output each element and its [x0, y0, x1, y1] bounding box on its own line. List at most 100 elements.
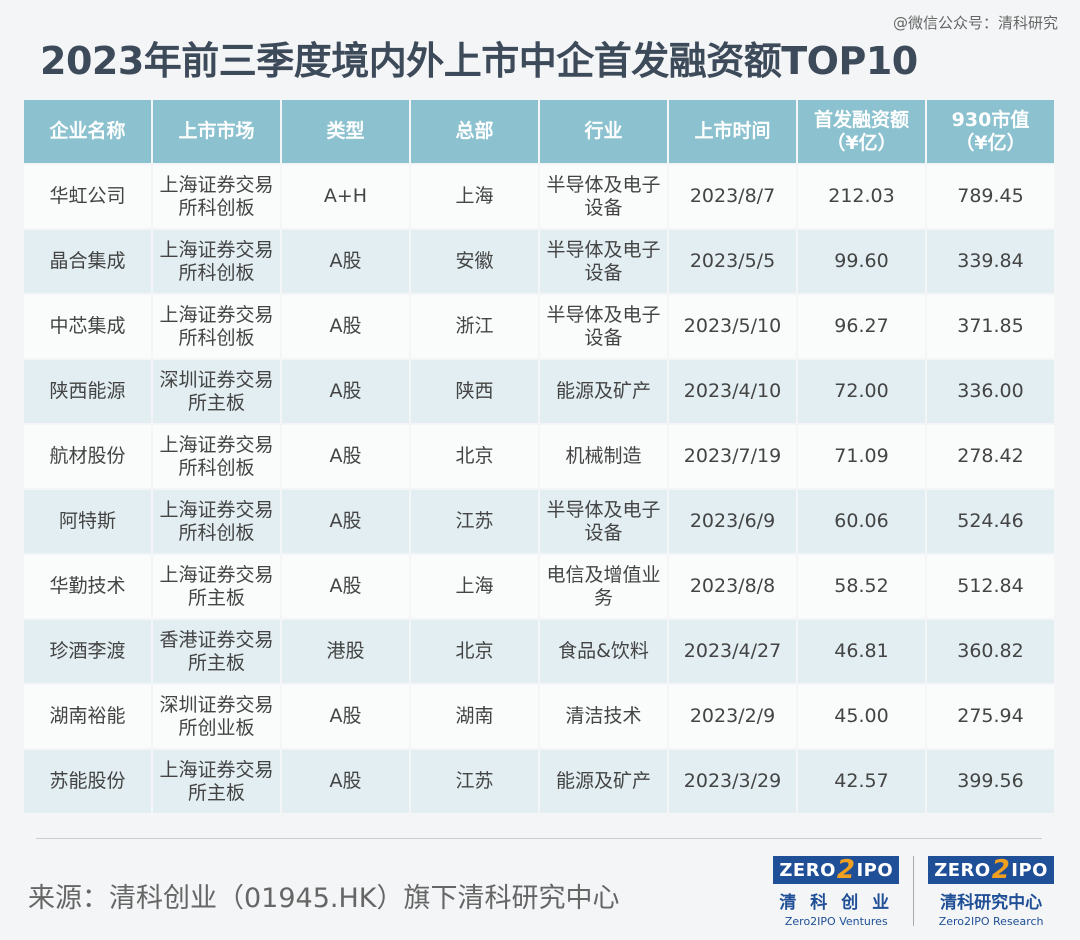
table-cell: 371.85 [927, 295, 1054, 358]
table-cell: 上海证券交易 所科创板 [153, 165, 280, 228]
table-cell: 336.00 [927, 360, 1054, 423]
column-header: 行业 [540, 100, 667, 163]
logo-text-left: ZERO [934, 859, 991, 881]
table-cell: 99.60 [798, 230, 925, 293]
table-cell: 399.56 [927, 750, 1054, 813]
column-header: 上市市场 [153, 100, 280, 163]
table-body: 华虹公司 上海证券交易 所科创板 A+H 上海 半导体及电子 设备 2023/8/7 212.0… [24, 165, 1054, 813]
table-cell: 能源及矿产 [540, 750, 667, 813]
table-cell: 2023/4/10 [669, 360, 796, 423]
table-row: 中芯集成 上海证券交易 所科创板 A股 浙江 半导体及电子 设备 2023/5/10 96.27… [24, 295, 1054, 358]
table-cell: 清洁技术 [540, 685, 667, 748]
table-cell: 2023/6/9 [669, 490, 796, 553]
table-cell: 上海证券交易 所主板 [153, 750, 280, 813]
table-cell: 2023/7/19 [669, 425, 796, 488]
table-cell: 上海 [411, 555, 538, 618]
table-cell: 58.52 [798, 555, 925, 618]
table-cell: 华虹公司 [24, 165, 151, 228]
table-row: 苏能股份 上海证券交易 所主板 A股 江苏 能源及矿产 2023/3/29 42.57 399.… [24, 750, 1054, 813]
logo-cn-name: 清 科 创 业 [779, 893, 894, 913]
table-cell: 2023/5/10 [669, 295, 796, 358]
table-cell: 阿特斯 [24, 490, 151, 553]
table-cell: 96.27 [798, 295, 925, 358]
table-row: 晶合集成 上海证券交易 所科创板 A股 安徽 半导体及电子 设备 2023/5/5 99.60 3… [24, 230, 1054, 293]
column-header: 930市值 （¥亿） [927, 100, 1054, 163]
table-cell: 789.45 [927, 165, 1054, 228]
table-cell: 2023/5/5 [669, 230, 796, 293]
table-cell: 2023/8/7 [669, 165, 796, 228]
table-cell: 珍酒李渡 [24, 620, 151, 683]
logo-mark: ZERO 2 IPO [928, 855, 1054, 885]
table-cell: 食品&饮料 [540, 620, 667, 683]
logo-text-right: IPO [1011, 859, 1048, 881]
table-cell: 湖南裕能 [24, 685, 151, 748]
table-cell: 278.42 [927, 425, 1054, 488]
table-cell: 北京 [411, 620, 538, 683]
table-cell: 212.03 [798, 165, 925, 228]
column-header: 企业名称 [24, 100, 151, 163]
table-cell: A股 [282, 750, 409, 813]
column-header: 类型 [282, 100, 409, 163]
table-cell: 2023/4/27 [669, 620, 796, 683]
table-cell: 港股 [282, 620, 409, 683]
table-cell: 晶合集成 [24, 230, 151, 293]
table-cell: 安徽 [411, 230, 538, 293]
table-row: 珍酒李渡 香港证券交易 所主板 港股 北京 食品&饮料 2023/4/27 46.81 360.… [24, 620, 1054, 683]
zero2ipo-ventures-logo: ZERO 2 IPO 清 科 创 业 Zero2IPO Ventures [773, 855, 900, 928]
logo-text-right: IPO [856, 859, 894, 881]
table-cell: 524.46 [927, 490, 1054, 553]
table-cell: 江苏 [411, 750, 538, 813]
column-header: 总部 [411, 100, 538, 163]
table-header-row: 企业名称 上市市场 类型 总部 行业 上市时间 首发融资额 （¥亿） 930市值 （¥亿） [24, 100, 1054, 163]
table-cell: 深圳证券交易 所主板 [153, 360, 280, 423]
table-row: 阿特斯 上海证券交易 所科创板 A股 江苏 半导体及电子 设备 2023/6/9 60.06 52… [24, 490, 1054, 553]
table-cell: A股 [282, 555, 409, 618]
logo-cn-name: 清科研究中心 [940, 893, 1043, 913]
divider [36, 838, 1042, 839]
table-cell: 71.09 [798, 425, 925, 488]
table-cell: 北京 [411, 425, 538, 488]
table-cell: 2023/3/29 [669, 750, 796, 813]
table-cell: A股 [282, 425, 409, 488]
table-cell: 苏能股份 [24, 750, 151, 813]
logo-en-name: Zero2IPO Ventures [784, 915, 888, 928]
table-row: 华勤技术 上海证券交易 所主板 A股 上海 电信及增值业务 2023/8/8 58.52 512… [24, 555, 1054, 618]
table-row: 陕西能源 深圳证券交易 所主板 A股 陕西 能源及矿产 2023/4/10 72.00 336.… [24, 360, 1054, 423]
table-cell: 360.82 [927, 620, 1054, 683]
table-cell: 上海证券交易 所科创板 [153, 490, 280, 553]
table-cell: 上海 [411, 165, 538, 228]
table-cell: 2023/8/8 [669, 555, 796, 618]
table-cell: 浙江 [411, 295, 538, 358]
table-cell: 江苏 [411, 490, 538, 553]
table-cell: 上海证券交易 所科创板 [153, 425, 280, 488]
zero2ipo-research-logo: ZERO 2 IPO 清科研究中心 Zero2IPO Research [928, 855, 1054, 928]
table-cell: 45.00 [798, 685, 925, 748]
table-cell: 华勤技术 [24, 555, 151, 618]
table-cell: 陕西能源 [24, 360, 151, 423]
table-cell: A股 [282, 230, 409, 293]
logo-mark: ZERO 2 IPO [773, 855, 900, 885]
table-cell: A+H [282, 165, 409, 228]
table-cell: 能源及矿产 [540, 360, 667, 423]
logo-text-mid: 2 [836, 855, 856, 885]
logo-text-mid: 2 [991, 855, 1011, 885]
logo-text-left: ZERO [779, 859, 836, 881]
ipo-ranking-table: 企业名称 上市市场 类型 总部 行业 上市时间 首发融资额 （¥亿） 930市值 （¥亿） 华虹公… [22, 98, 1056, 815]
table-cell: 半导体及电子 设备 [540, 490, 667, 553]
table-cell: 半导体及电子 设备 [540, 295, 667, 358]
table-cell: 半导体及电子 设备 [540, 230, 667, 293]
table-cell: 上海证券交易 所科创板 [153, 230, 280, 293]
table-cell: 60.06 [798, 490, 925, 553]
logo-en-name: Zero2IPO Research [938, 915, 1044, 928]
table-cell: A股 [282, 360, 409, 423]
table-cell: 上海证券交易 所科创板 [153, 295, 280, 358]
table-cell: 中芯集成 [24, 295, 151, 358]
table-row: 湖南裕能 深圳证券交易 所创业板 A股 湖南 清洁技术 2023/2/9 45.00 275.9… [24, 685, 1054, 748]
table-cell: 航材股份 [24, 425, 151, 488]
table-cell: 42.57 [798, 750, 925, 813]
table-cell: A股 [282, 490, 409, 553]
source-note: 来源：清科创业（01945.HK）旗下清科研究中心 [28, 883, 620, 914]
table-cell: 72.00 [798, 360, 925, 423]
table-cell: 2023/2/9 [669, 685, 796, 748]
table-cell: A股 [282, 295, 409, 358]
